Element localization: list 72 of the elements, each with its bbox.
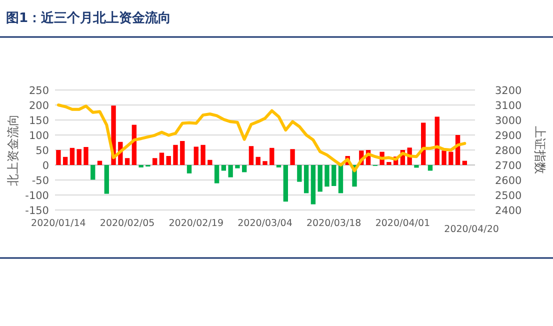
y2-tick-label: 2600 — [495, 175, 522, 187]
y2-tick-label: 3000 — [495, 115, 522, 127]
y-tick-label: -50 — [32, 175, 49, 187]
bar — [442, 150, 446, 165]
y-axis-title: 北上资金流向 — [6, 114, 20, 186]
bar — [386, 162, 392, 165]
bar — [324, 165, 330, 187]
x-tick-label: 2020/02/05 — [100, 218, 155, 229]
y-tick-label: 100 — [28, 130, 49, 142]
bar — [283, 165, 288, 202]
x-tick-label: 2020/02/19 — [168, 218, 224, 229]
bar — [152, 158, 158, 165]
bar — [448, 152, 454, 165]
bar — [338, 165, 344, 194]
y2-tick-label: 3100 — [495, 100, 522, 112]
y-tick-label: 0 — [42, 160, 49, 172]
y2-tick-label: 2800 — [495, 145, 522, 157]
bar — [248, 146, 254, 165]
bar — [256, 156, 260, 165]
bar — [200, 144, 206, 165]
bar — [332, 165, 336, 186]
x-tick-label: 2020/04/20 — [444, 224, 499, 235]
bar — [84, 147, 88, 165]
x-tick-label: 2020/03/18 — [306, 218, 362, 229]
chart-title: 图1：近三个月北上资金流向 — [6, 10, 172, 26]
x-tick-label: 2020/01/14 — [31, 218, 86, 229]
y2-tick-label: 2900 — [495, 130, 522, 142]
bar — [104, 165, 109, 194]
bar — [428, 165, 433, 171]
bar — [180, 141, 185, 165]
bar — [221, 165, 226, 171]
bar — [262, 161, 268, 165]
bar — [270, 148, 274, 165]
y2-tick-label: 2700 — [495, 160, 522, 172]
y-tick-label: 250 — [28, 85, 49, 97]
bar — [56, 150, 61, 165]
y-tick-label: 200 — [28, 100, 49, 112]
bar — [124, 158, 130, 165]
bar — [194, 146, 198, 165]
y-tick-label: 50 — [36, 145, 49, 157]
x-tick-label: 2020/04/01 — [375, 218, 430, 229]
y-tick-label: 150 — [28, 115, 49, 127]
bar — [90, 165, 96, 180]
y2-tick-label: 2500 — [495, 190, 522, 202]
bar — [62, 156, 68, 165]
y-tick-label: -150 — [25, 205, 49, 217]
line-series — [56, 104, 466, 172]
bar — [242, 165, 247, 172]
bar — [310, 165, 316, 204]
y2-tick-label: 3200 — [495, 85, 522, 97]
y2-tick-label: 2400 — [495, 205, 522, 217]
bar — [290, 149, 295, 165]
bar — [208, 160, 212, 165]
bar — [70, 148, 75, 165]
bar — [186, 165, 192, 174]
y-tick-label: -100 — [25, 190, 49, 202]
bar — [297, 165, 302, 182]
x-tick-label: 2020/03/04 — [238, 218, 292, 229]
bar — [166, 156, 171, 165]
bar — [214, 165, 220, 184]
bar — [434, 116, 440, 165]
bar — [173, 144, 178, 165]
bar — [304, 165, 309, 194]
bar — [462, 160, 468, 165]
bar — [318, 165, 322, 192]
bar — [228, 165, 233, 178]
bar — [76, 149, 82, 165]
bar — [414, 165, 419, 168]
bar — [159, 152, 164, 165]
y2-axis-title: 上证指数 — [533, 126, 547, 174]
bar — [235, 165, 240, 168]
bar — [97, 160, 102, 165]
